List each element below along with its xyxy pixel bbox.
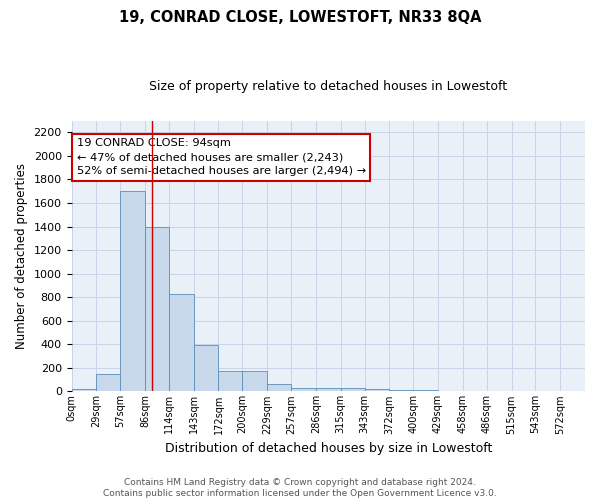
Text: 19, CONRAD CLOSE, LOWESTOFT, NR33 8QA: 19, CONRAD CLOSE, LOWESTOFT, NR33 8QA bbox=[119, 10, 481, 25]
Bar bbox=[218, 372, 242, 392]
Bar bbox=[438, 391, 463, 392]
Bar bbox=[341, 388, 365, 392]
Bar bbox=[389, 390, 413, 392]
Text: 19 CONRAD CLOSE: 94sqm
← 47% of detached houses are smaller (2,243)
52% of semi-: 19 CONRAD CLOSE: 94sqm ← 47% of detached… bbox=[77, 138, 366, 176]
Bar bbox=[413, 390, 438, 392]
Bar bbox=[169, 294, 194, 392]
Text: Contains HM Land Registry data © Crown copyright and database right 2024.
Contai: Contains HM Land Registry data © Crown c… bbox=[103, 478, 497, 498]
Bar bbox=[267, 384, 291, 392]
Bar bbox=[120, 191, 145, 392]
Bar bbox=[242, 372, 267, 392]
Bar bbox=[71, 389, 97, 392]
Bar bbox=[291, 388, 316, 392]
Bar bbox=[365, 389, 389, 392]
Y-axis label: Number of detached properties: Number of detached properties bbox=[15, 163, 28, 349]
Bar bbox=[463, 391, 487, 392]
Bar bbox=[194, 346, 218, 392]
Bar bbox=[316, 388, 341, 392]
Bar bbox=[145, 226, 169, 392]
Title: Size of property relative to detached houses in Lowestoft: Size of property relative to detached ho… bbox=[149, 80, 508, 93]
Bar bbox=[97, 374, 120, 392]
X-axis label: Distribution of detached houses by size in Lowestoft: Distribution of detached houses by size … bbox=[164, 442, 492, 455]
